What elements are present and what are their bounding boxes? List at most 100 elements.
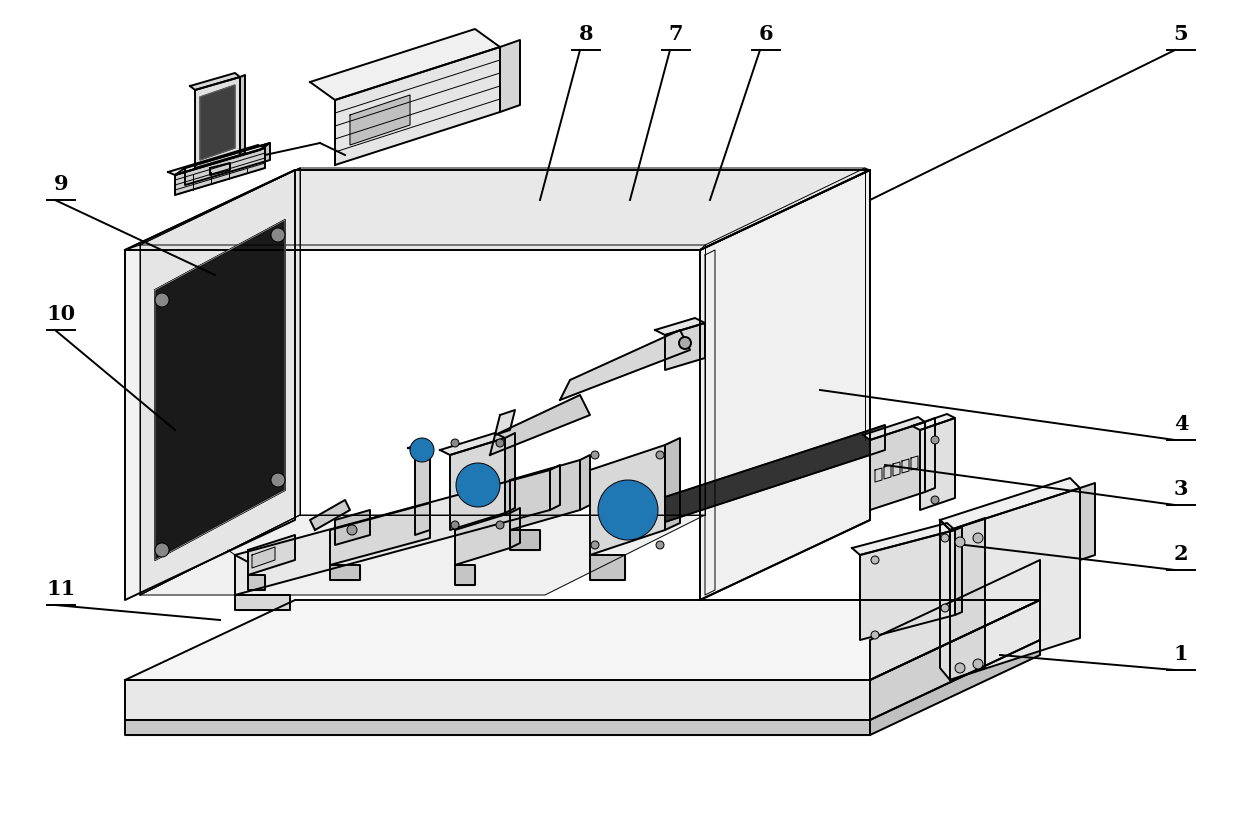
Circle shape (941, 604, 949, 612)
Circle shape (451, 521, 459, 529)
Polygon shape (175, 143, 270, 175)
Polygon shape (408, 443, 430, 450)
Circle shape (410, 438, 434, 462)
Polygon shape (1080, 483, 1095, 560)
Circle shape (155, 543, 169, 557)
Polygon shape (655, 318, 706, 335)
Text: 8: 8 (579, 24, 593, 44)
Polygon shape (140, 168, 300, 595)
Circle shape (496, 521, 503, 529)
Polygon shape (236, 470, 551, 595)
Polygon shape (950, 518, 985, 680)
Text: 7: 7 (668, 24, 683, 44)
Circle shape (870, 556, 879, 564)
Polygon shape (955, 527, 962, 615)
Polygon shape (665, 430, 870, 522)
Circle shape (603, 485, 653, 535)
Polygon shape (335, 510, 370, 545)
Polygon shape (560, 330, 689, 400)
Polygon shape (510, 460, 580, 530)
Polygon shape (330, 503, 430, 565)
Polygon shape (310, 29, 500, 100)
Polygon shape (852, 523, 955, 555)
Polygon shape (140, 515, 706, 595)
Polygon shape (495, 410, 515, 435)
Polygon shape (580, 455, 590, 510)
Polygon shape (190, 73, 241, 90)
Text: 3: 3 (1174, 479, 1188, 499)
Polygon shape (861, 530, 955, 640)
Circle shape (272, 228, 285, 242)
Polygon shape (665, 438, 680, 530)
Polygon shape (940, 520, 950, 680)
Polygon shape (167, 145, 265, 175)
Polygon shape (870, 422, 925, 510)
Polygon shape (590, 445, 665, 555)
Text: 10: 10 (46, 304, 76, 324)
Polygon shape (701, 170, 870, 600)
Text: 9: 9 (53, 174, 68, 194)
Polygon shape (125, 170, 295, 600)
Circle shape (656, 541, 663, 549)
Circle shape (155, 293, 169, 307)
Polygon shape (950, 488, 1080, 680)
Circle shape (973, 659, 983, 669)
Polygon shape (870, 600, 1040, 720)
Polygon shape (210, 163, 229, 175)
Polygon shape (551, 465, 560, 510)
Circle shape (347, 525, 357, 535)
Polygon shape (701, 170, 870, 600)
Polygon shape (490, 395, 590, 455)
Text: 5: 5 (1174, 24, 1188, 44)
Polygon shape (925, 418, 935, 492)
Polygon shape (863, 417, 925, 440)
Polygon shape (870, 640, 1040, 735)
Text: 4: 4 (1174, 414, 1188, 434)
Circle shape (973, 533, 983, 543)
Circle shape (941, 534, 949, 542)
Text: 11: 11 (46, 579, 76, 599)
Circle shape (931, 436, 939, 444)
Polygon shape (510, 530, 539, 550)
Polygon shape (248, 535, 295, 575)
Text: 2: 2 (1174, 544, 1188, 564)
Circle shape (656, 451, 663, 459)
Polygon shape (125, 600, 1040, 680)
Polygon shape (185, 143, 270, 185)
Circle shape (591, 451, 599, 459)
Circle shape (598, 480, 658, 540)
Polygon shape (125, 680, 870, 720)
Circle shape (680, 337, 691, 349)
Polygon shape (500, 40, 520, 112)
Polygon shape (241, 75, 246, 155)
Circle shape (272, 473, 285, 487)
Polygon shape (350, 95, 410, 145)
Circle shape (451, 439, 459, 447)
Polygon shape (125, 720, 870, 735)
Polygon shape (195, 77, 241, 168)
Polygon shape (940, 478, 1080, 530)
Polygon shape (870, 560, 1040, 680)
Circle shape (414, 442, 430, 458)
Polygon shape (505, 433, 515, 513)
Polygon shape (920, 418, 955, 510)
Polygon shape (200, 85, 236, 160)
Polygon shape (330, 565, 360, 580)
Polygon shape (590, 555, 625, 580)
Polygon shape (310, 500, 350, 530)
Polygon shape (415, 445, 430, 535)
Circle shape (931, 496, 939, 504)
Circle shape (955, 663, 965, 673)
Circle shape (591, 541, 599, 549)
Polygon shape (455, 565, 475, 585)
Polygon shape (155, 220, 285, 560)
Polygon shape (248, 575, 265, 590)
Polygon shape (870, 425, 885, 455)
Polygon shape (335, 47, 500, 165)
Polygon shape (455, 513, 510, 565)
Polygon shape (236, 595, 290, 610)
Polygon shape (510, 508, 520, 548)
Polygon shape (175, 148, 265, 195)
Text: 6: 6 (759, 24, 774, 44)
Polygon shape (440, 433, 505, 455)
